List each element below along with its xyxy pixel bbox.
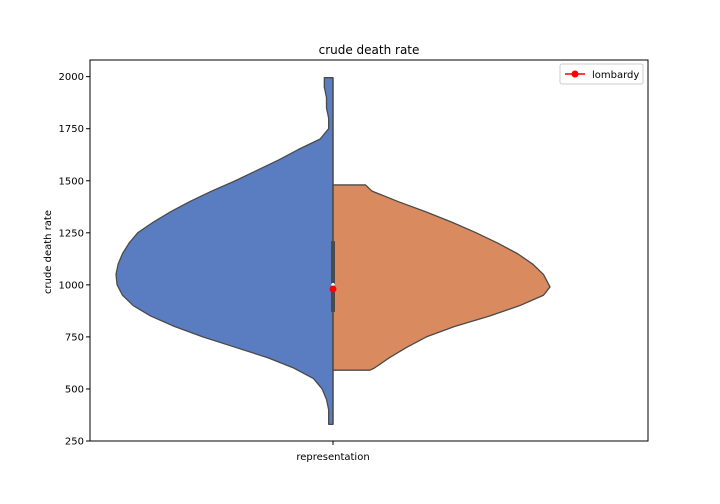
y-tick-label: 250 xyxy=(65,437,84,448)
legend-label-lombardy: lombardy xyxy=(592,70,639,81)
y-tick-label: 1500 xyxy=(59,176,84,187)
legend: lombardy xyxy=(559,63,644,85)
y-tick-label: 750 xyxy=(65,332,84,343)
y-tick-label: 2000 xyxy=(59,72,84,83)
violin-left-half xyxy=(115,77,334,425)
legend-marker xyxy=(571,70,579,78)
violin-iqr-box xyxy=(331,241,335,312)
plot-frame xyxy=(89,59,649,442)
violin-right-half xyxy=(332,184,551,371)
violin-layer xyxy=(115,77,551,425)
y-tick-label: 500 xyxy=(65,384,84,395)
x-tick-label: representation xyxy=(296,452,369,463)
legend-box xyxy=(559,63,644,85)
y-tick-label: 1750 xyxy=(59,124,84,135)
y-tick-label: 1250 xyxy=(59,228,84,239)
y-tick-label: 1000 xyxy=(59,280,84,291)
x-axis: representation xyxy=(296,441,370,463)
y-axis: 250 500 750 1000 1250 1500 1750 2000 xyxy=(59,72,90,448)
chart-title: crude death rate xyxy=(319,43,420,57)
lombardy-point xyxy=(329,285,337,293)
y-axis-label: crude death rate xyxy=(43,210,54,294)
